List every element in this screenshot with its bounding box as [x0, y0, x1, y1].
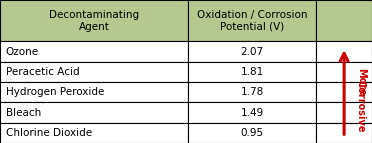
Text: 1.81: 1.81: [240, 67, 264, 77]
Text: More: More: [356, 68, 366, 96]
Bar: [188, 82, 316, 102]
Text: Bleach: Bleach: [6, 108, 41, 118]
Bar: [0, 0, 188, 41]
Bar: [0, 82, 188, 102]
Text: Decontaminating
Agent: Decontaminating Agent: [49, 10, 139, 32]
Bar: [0, 102, 188, 123]
Bar: [316, 0, 372, 41]
Text: Chlorine Dioxide: Chlorine Dioxide: [6, 128, 92, 138]
Text: 1.49: 1.49: [240, 108, 264, 118]
Bar: [0, 62, 188, 82]
Text: Oxidation / Corrosion
Potential (V): Oxidation / Corrosion Potential (V): [197, 10, 307, 32]
Bar: [188, 41, 316, 62]
Text: 2.07: 2.07: [240, 47, 264, 57]
Bar: [316, 102, 372, 123]
Text: Ozone: Ozone: [6, 47, 39, 57]
Bar: [188, 102, 316, 123]
Bar: [188, 62, 316, 82]
Bar: [316, 82, 372, 102]
Bar: [316, 41, 372, 62]
Bar: [0, 41, 188, 62]
Text: 1.78: 1.78: [240, 87, 264, 97]
Bar: [316, 123, 372, 143]
Bar: [0, 123, 188, 143]
Bar: [316, 62, 372, 82]
Text: Corrosive: Corrosive: [356, 80, 366, 133]
Text: Peracetic Acid: Peracetic Acid: [6, 67, 79, 77]
Text: 0.95: 0.95: [240, 128, 264, 138]
Bar: [188, 0, 316, 41]
Bar: [188, 123, 316, 143]
Text: Hydrogen Peroxide: Hydrogen Peroxide: [6, 87, 104, 97]
